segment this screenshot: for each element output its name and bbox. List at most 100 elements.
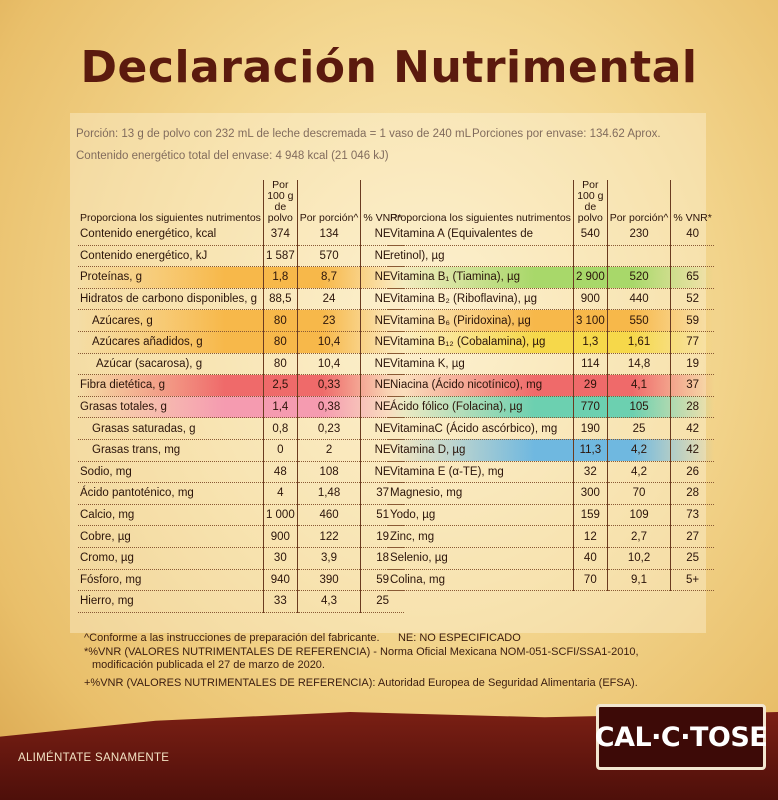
per-100g-value: 80 (262, 309, 298, 332)
energy-total: Contenido energético total del envase: 4… (76, 150, 389, 162)
footnote-vnr-mx: *%VNR (VALORES NUTRIMENTALES DE REFERENC… (84, 645, 639, 658)
per-portion-value: 1,61 (606, 331, 671, 354)
right-header-vnr: % VNR* (670, 180, 714, 224)
nutrient-name: Grasas trans, mg (78, 439, 264, 462)
nutrient-name: Vitamina B₆ (Piridoxina), µg (388, 309, 574, 332)
nutrient-name: Azúcar (sacarosa), g (78, 353, 264, 376)
right-header-per100: Por 100 g de polvo (572, 180, 608, 224)
nutrient-name: Selenio, µg (388, 547, 574, 570)
per-portion-value: 14,8 (606, 353, 671, 376)
nutrient-name: Vitamina B₁₂ (Cobalamina), µg (388, 331, 574, 354)
nutrient-name: Hierro, mg (78, 590, 264, 613)
left-nutrient-row: Azúcares añadidos, g 80 10,4 NE (78, 331, 404, 354)
per-100g-value: 29 (572, 374, 608, 397)
per-100g-value: 540 (572, 224, 608, 246)
right-nutrient-row: Colina, mg 70 9,1 5+ (388, 569, 714, 592)
left-nutrient-row: Sodio, mg 48 108 NE (78, 461, 404, 484)
page-title: Declaración Nutrimental (80, 42, 698, 93)
left-nutrient-row: Grasas trans, mg 0 2 NE (78, 439, 404, 462)
per-portion-value: 550 (606, 309, 671, 332)
vnr-value: 73 (670, 504, 714, 527)
nutrient-name: Vitamina A (Equivalentes de (388, 224, 574, 246)
nutrient-name: Vitamina B₂ (Riboflavina), µg (388, 288, 574, 311)
left-header-portion: Por porción^ (296, 180, 361, 224)
left-header-per100: Por 100 g de polvo (262, 180, 298, 224)
per-100g-value: 300 (572, 482, 608, 505)
left-nutrient-row: Fibra dietética, g 2,5 0,33 NE (78, 374, 404, 397)
per-100g-value: 114 (572, 353, 608, 376)
nutrient-name: Ácido fólico (Folacina), µg (388, 396, 574, 419)
right-nutrient-row: Magnesio, mg 300 70 28 (388, 482, 714, 505)
nutrient-name: Ácido pantoténico, mg (78, 482, 264, 505)
per-100g-value: 32 (572, 461, 608, 484)
per-100g-value: 48 (262, 461, 298, 484)
nutrient-name: Fibra dietética, g (78, 374, 264, 397)
per-100g-value: 374 (262, 224, 298, 246)
left-nutrient-row: Grasas totales, g 1,4 0,38 NE (78, 396, 404, 419)
per-portion-value: 24 (296, 288, 361, 311)
right-nutrient-row: Yodo, µg 159 109 73 (388, 504, 714, 527)
per-portion-value: 108 (296, 461, 361, 484)
portions-per-pack: Porciones por envase: 134.62 Aprox. (472, 128, 661, 140)
per-100g-value: 70 (572, 569, 608, 592)
per-portion-value: 4,1 (606, 374, 671, 397)
right-nutrient-row: Vitamina E (α-TE), mg 32 4,2 26 (388, 461, 714, 484)
nutrient-name: Grasas totales, g (78, 396, 264, 419)
nutrient-name: Yodo, µg (388, 504, 574, 527)
nutrient-name: Hidratos de carbono disponibles, g (78, 288, 264, 311)
per-portion-value: 460 (296, 504, 361, 527)
per-portion-value: 122 (296, 525, 361, 548)
portion-text: Porción: 13 g de polvo con 232 mL de lec… (76, 128, 471, 140)
right-nutrient-row: Vitamina B₆ (Piridoxina), µg 3 100 550 59 (388, 309, 714, 332)
nutrient-name: Fósforo, mg (78, 569, 264, 592)
per-portion-value: 570 (296, 245, 361, 268)
nutrient-name: Vitamina B₁ (Tiamina), µg (388, 266, 574, 289)
per-portion-value: 440 (606, 288, 671, 311)
per-portion-value: 520 (606, 266, 671, 289)
per-portion-value: 4,2 (606, 461, 671, 484)
vnr-value: 77 (670, 331, 714, 354)
per-portion-value: 0,38 (296, 396, 361, 419)
brand-logo-text: CAL·C·TOSE (594, 721, 768, 753)
right-nutrient-row: Niacina (Ácido nicotínico), mg 29 4,1 37 (388, 374, 714, 397)
right-nutrient-row: Vitamina B₂ (Riboflavina), µg 900 440 52 (388, 288, 714, 311)
per-100g-value: 900 (572, 288, 608, 311)
nutrient-name: Sodio, mg (78, 461, 264, 484)
left-nutrient-row: Azúcar (sacarosa), g 80 10,4 NE (78, 353, 404, 376)
right-nutrient-row: Ácido fólico (Folacina), µg 770 105 28 (388, 396, 714, 419)
left-header-name: Proporciona los siguientes nutrimentos (80, 212, 261, 224)
nutrient-name: Colina, mg (388, 569, 574, 592)
nutrient-name: Zinc, mg (388, 525, 574, 548)
per-portion-value: 4,2 (606, 439, 671, 462)
nutrient-name: Calcio, mg (78, 504, 264, 527)
left-nutrient-row: Contenido energético, kJ 1 587 570 NE (78, 245, 404, 268)
per-100g-value: 900 (262, 525, 298, 548)
per-100g-value: 40 (572, 547, 608, 570)
left-nutrient-row: Hierro, mg 33 4,3 25 (78, 590, 404, 613)
per-100g-value: 88,5 (262, 288, 298, 311)
per-portion-value: 0,33 (296, 374, 361, 397)
right-nutrient-row: Vitamina K, µg 114 14,8 19 (388, 353, 714, 376)
left-nutrient-row: Calcio, mg 1 000 460 51 (78, 504, 404, 527)
per-portion-value (606, 245, 671, 268)
vnr-value: 42 (670, 439, 714, 462)
nutrient-name: Azúcares, g (78, 309, 264, 332)
left-nutrient-row: Proteínas, g 1,8 8,7 NE (78, 266, 404, 289)
nutrient-name: Vitamina D, µg (388, 439, 574, 462)
per-portion-value: 3,9 (296, 547, 361, 570)
left-header-vnr: % VNR* (360, 180, 404, 224)
brand-logo: CAL·C·TOSE (594, 704, 768, 770)
per-100g-value: 1,4 (262, 396, 298, 419)
per-100g-value: 33 (262, 590, 298, 613)
left-nutrient-row: Contenido energético, kcal 374 134 NE (78, 224, 404, 246)
right-nutrient-row: Vitamina A (Equivalentes de 540 230 40 (388, 224, 714, 246)
per-portion-value: 9,1 (606, 569, 671, 592)
right-nutrient-row: retinol), µg (388, 245, 714, 268)
vnr-value: 28 (670, 396, 714, 419)
left-nutrient-row: Ácido pantoténico, mg 4 1,48 37 (78, 482, 404, 505)
slogan: ALIMÉNTATE SANAMENTE (18, 752, 170, 764)
per-portion-value: 4,3 (296, 590, 361, 613)
nutrient-name: Cromo, µg (78, 547, 264, 570)
nutrient-name: Azúcares añadidos, g (78, 331, 264, 354)
nutrient-name: Grasas saturadas, g (78, 417, 264, 440)
